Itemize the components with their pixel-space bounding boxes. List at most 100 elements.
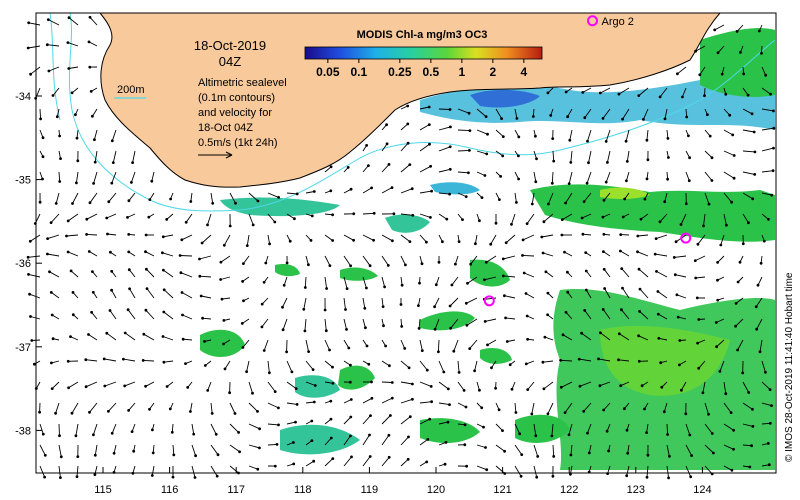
velocity-vector-head	[426, 438, 430, 441]
velocity-vector-head	[462, 389, 466, 392]
velocity-vector-head	[499, 175, 502, 178]
velocity-vector-head	[748, 465, 752, 469]
velocity-vector-head	[526, 388, 530, 391]
velocity-vector	[28, 273, 41, 278]
velocity-vector	[490, 234, 497, 245]
velocity-vector	[723, 213, 727, 226]
velocity-vector-head	[698, 73, 702, 77]
velocity-vector	[702, 381, 706, 393]
velocity-vector	[418, 318, 421, 329]
velocity-vector-head	[515, 201, 518, 204]
velocity-vector-head	[621, 286, 624, 290]
velocity-vector-head	[752, 130, 756, 134]
velocity-vector-head	[67, 67, 71, 70]
velocity-vector-head	[420, 349, 424, 352]
velocity-vector	[113, 444, 117, 454]
velocity-vector	[565, 311, 573, 320]
velocity-vector-head	[389, 414, 392, 417]
velocity-vector	[657, 291, 668, 299]
velocity-vector	[89, 192, 98, 203]
velocity-vector	[544, 336, 554, 341]
velocity-vector-head	[241, 346, 245, 349]
velocity-vector-head	[406, 104, 410, 108]
velocity-vector-head	[580, 331, 583, 335]
velocity-vector	[151, 171, 155, 182]
velocity-vector-head	[162, 268, 165, 272]
velocity-vector	[723, 465, 733, 471]
velocity-vector	[229, 192, 236, 204]
velocity-vector-head	[329, 189, 333, 193]
land-mass	[98, 12, 722, 188]
velocity-vector-head	[730, 200, 733, 204]
velocity-vector-head	[770, 193, 774, 197]
velocity-vector	[495, 129, 504, 137]
velocity-vector	[419, 165, 431, 173]
velocity-vector	[704, 444, 714, 454]
velocity-vector	[362, 456, 371, 467]
velocity-vector	[400, 416, 411, 425]
velocity-vector-head	[483, 278, 486, 282]
velocity-vector-head	[687, 179, 691, 183]
velocity-vector-head	[497, 408, 501, 412]
velocity-vector	[438, 126, 451, 131]
velocity-vector-head	[724, 92, 728, 96]
velocity-vector	[381, 234, 393, 242]
x-tick-label: 119	[361, 484, 379, 496]
velocity-vector	[88, 41, 98, 47]
velocity-vector	[343, 339, 350, 349]
velocity-vector	[324, 437, 332, 446]
velocity-vector-head	[508, 363, 512, 367]
velocity-vector-head	[38, 410, 41, 414]
velocity-vector-head	[720, 72, 724, 76]
velocity-vector-head	[404, 263, 407, 267]
velocity-vector	[454, 255, 459, 265]
colorbar-tick-label: 4	[521, 65, 528, 79]
velocity-vector-head	[292, 462, 296, 466]
velocity-vector-head	[578, 384, 582, 388]
velocity-vector	[474, 234, 478, 244]
velocity-vector	[185, 213, 193, 223]
velocity-vector-head	[367, 164, 370, 168]
velocity-vector-head	[463, 423, 467, 427]
velocity-vector	[467, 276, 478, 284]
velocity-vector-head	[165, 385, 169, 388]
velocity-vector-head	[108, 309, 112, 312]
velocity-vector-head	[28, 292, 31, 296]
velocity-vector-head	[161, 235, 165, 239]
velocity-vector-head	[228, 391, 232, 395]
velocity-vector-head	[169, 197, 173, 201]
velocity-vector-head	[268, 371, 271, 375]
velocity-vector	[543, 213, 554, 223]
velocity-vector	[381, 143, 388, 152]
velocity-vector-head	[144, 308, 148, 312]
velocity-vector-head	[211, 201, 215, 205]
velocity-vector-head	[681, 95, 684, 99]
velocity-vector-head	[452, 349, 456, 353]
velocity-vector-head	[245, 244, 249, 248]
velocity-vector	[723, 423, 734, 431]
velocity-vector-head	[772, 146, 775, 150]
velocity-vector	[28, 255, 41, 258]
velocity-vector-head	[561, 333, 565, 337]
velocity-vector-head	[58, 134, 61, 138]
velocity-vector	[343, 435, 351, 446]
velocity-vector-head	[425, 460, 429, 464]
velocity-vector-head	[549, 114, 553, 117]
velocity-vector	[457, 402, 467, 408]
velocity-vector-head	[587, 451, 591, 455]
velocity-vector	[58, 444, 62, 457]
velocity-vector-head	[473, 369, 476, 373]
velocity-vector-head	[45, 43, 49, 47]
velocity-vector-head	[171, 475, 175, 479]
velocity-vector	[504, 295, 516, 299]
velocity-vector-head	[687, 134, 690, 138]
velocity-vector	[756, 318, 763, 330]
velocity-vector-head	[199, 294, 203, 298]
velocity-vector	[659, 213, 668, 223]
velocity-vector-head	[110, 181, 114, 185]
velocity-vector-head	[329, 417, 333, 421]
velocity-vector-head	[430, 400, 433, 404]
velocity-vector-head	[123, 331, 127, 335]
velocity-vector	[545, 271, 554, 278]
velocity-vector-head	[344, 308, 347, 311]
